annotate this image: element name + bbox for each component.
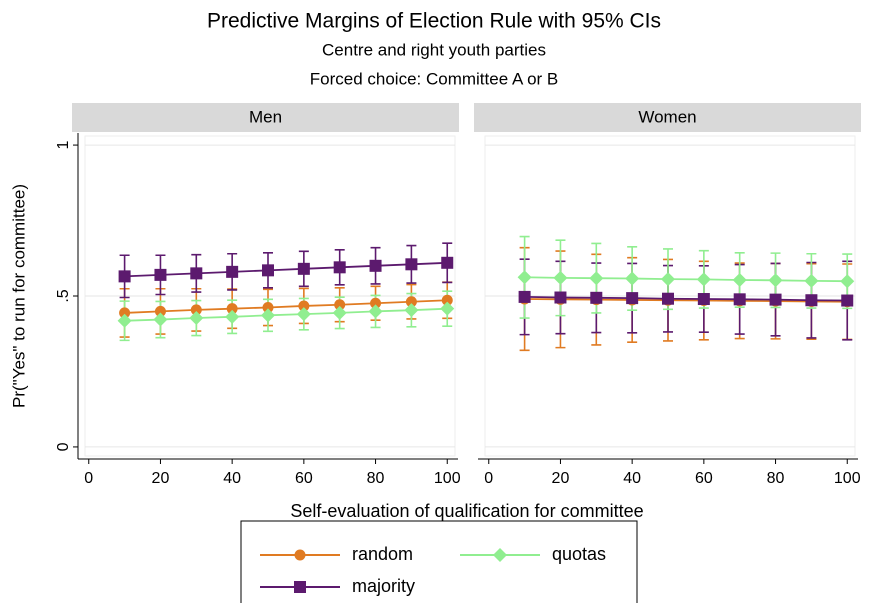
y-tick-label: 0 xyxy=(55,442,72,451)
chart-title: Predictive Margins of Election Rule with… xyxy=(207,10,661,33)
x-tick-label: 0 xyxy=(484,470,493,487)
marker xyxy=(625,271,640,286)
marker xyxy=(518,290,531,303)
marker xyxy=(441,256,454,269)
series-line xyxy=(124,307,448,322)
series-line xyxy=(524,298,848,303)
x-tick-label: 0 xyxy=(84,470,93,487)
y-axis-label: Pr("Yes" to run for committee) xyxy=(9,184,28,408)
marker xyxy=(804,273,819,288)
legend-box xyxy=(240,520,638,603)
marker xyxy=(225,309,240,324)
marker xyxy=(840,274,855,289)
marker xyxy=(662,292,674,305)
marker xyxy=(405,258,418,271)
x-tick-label: 40 xyxy=(223,470,241,487)
marker xyxy=(697,293,710,306)
panel-strip xyxy=(72,103,459,132)
legend-marker xyxy=(294,549,306,561)
x-tick-label: 20 xyxy=(552,470,570,487)
x-tick-label: 100 xyxy=(834,470,861,487)
y-tick-label: .5 xyxy=(55,289,72,302)
marker xyxy=(296,307,311,322)
marker xyxy=(553,270,568,285)
marker xyxy=(154,305,166,317)
marker xyxy=(370,297,382,309)
marker xyxy=(404,303,419,318)
legend-label: quotas xyxy=(552,544,606,564)
marker xyxy=(405,296,417,308)
marker xyxy=(333,261,346,274)
marker xyxy=(554,291,567,304)
marker xyxy=(117,313,132,328)
x-axis-label: Self-evaluation of qualification for com… xyxy=(290,501,643,521)
marker xyxy=(190,304,202,316)
legend-marker xyxy=(493,548,507,562)
y-tick-label: 1 xyxy=(55,141,72,150)
marker xyxy=(440,301,455,316)
marker xyxy=(190,267,203,280)
x-tick-label: 100 xyxy=(434,470,461,487)
marker xyxy=(334,299,346,311)
marker xyxy=(369,259,382,272)
x-tick-label: 20 xyxy=(152,470,170,487)
x-tick-label: 60 xyxy=(295,470,313,487)
series-line xyxy=(524,276,848,283)
chart-subtitle: Forced choice: Committee A or B xyxy=(310,69,559,88)
legend-marker xyxy=(294,581,306,593)
marker xyxy=(696,272,711,287)
x-tick-label: 40 xyxy=(623,470,641,487)
marker xyxy=(732,273,747,288)
marker xyxy=(297,262,310,275)
marker xyxy=(768,273,783,288)
panel-title: Men xyxy=(249,107,282,126)
marker xyxy=(154,268,167,281)
series-line xyxy=(124,299,448,314)
legend-label: random xyxy=(352,544,413,564)
x-tick-label: 80 xyxy=(767,470,785,487)
marker xyxy=(332,305,347,320)
marker xyxy=(119,307,131,319)
series-line xyxy=(524,296,848,302)
marker xyxy=(226,265,239,278)
marker xyxy=(733,293,746,306)
x-tick-label: 60 xyxy=(695,470,713,487)
marker xyxy=(298,300,310,312)
panel-title: Women xyxy=(638,107,696,126)
marker xyxy=(517,270,532,285)
marker xyxy=(590,291,603,304)
chart-subtitle: Centre and right youth parties xyxy=(322,40,546,59)
marker xyxy=(805,294,818,307)
legend-label: majority xyxy=(352,576,415,596)
x-tick-label: 80 xyxy=(367,470,385,487)
marker xyxy=(262,264,274,277)
marker xyxy=(368,304,383,319)
marker xyxy=(226,303,238,315)
marker xyxy=(626,292,639,305)
panel-strip xyxy=(474,103,861,132)
marker xyxy=(441,294,453,306)
marker xyxy=(189,311,204,326)
marker xyxy=(153,312,168,327)
marker xyxy=(661,272,675,287)
series-line xyxy=(124,261,448,278)
marker xyxy=(841,294,854,307)
marker xyxy=(589,271,604,286)
marker xyxy=(262,301,274,313)
marker xyxy=(769,293,782,306)
marker xyxy=(118,270,131,283)
marker xyxy=(261,308,275,323)
